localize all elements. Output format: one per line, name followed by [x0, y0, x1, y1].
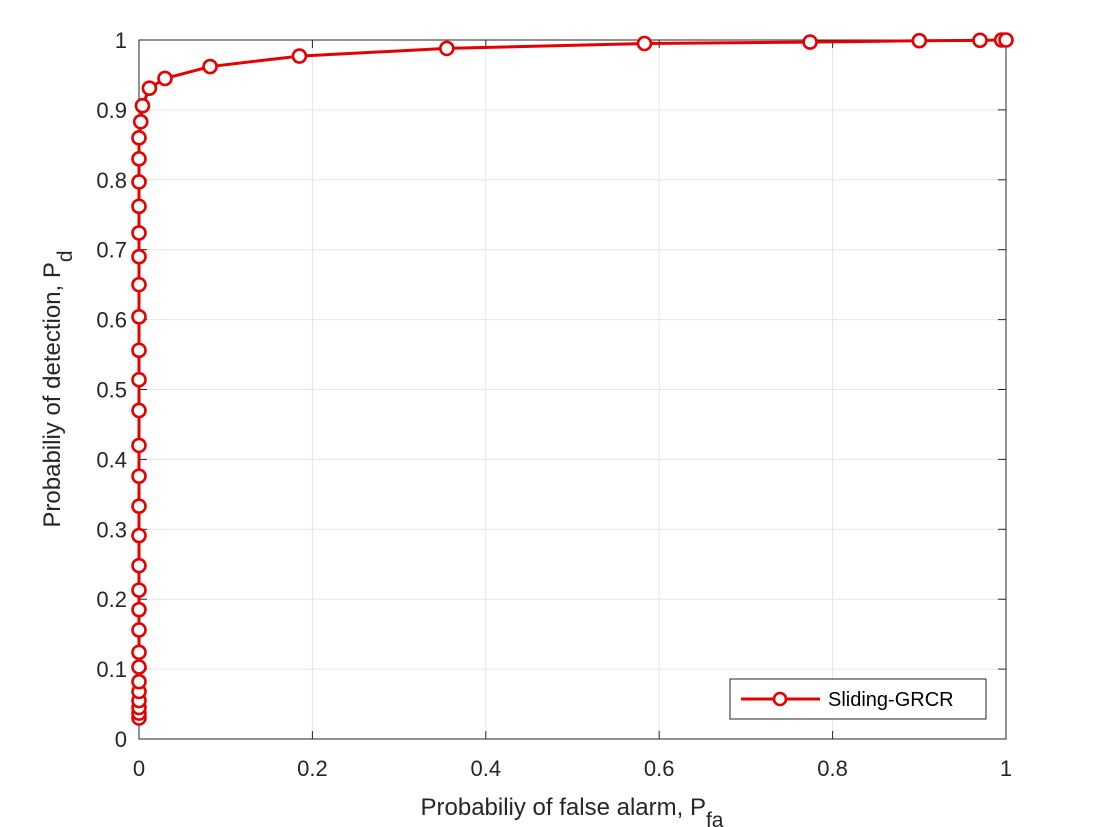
data-point-marker: [131, 309, 147, 325]
data-point-marker: [131, 174, 147, 190]
y-tick-label: 0.1: [96, 657, 127, 682]
y-tick-label: 0.2: [96, 587, 127, 612]
y-tick-label: 0.7: [96, 238, 127, 263]
data-point-marker: [131, 225, 147, 241]
x-tick-label: 0.6: [644, 756, 675, 781]
x-tick-label: 1: [1000, 756, 1012, 781]
data-point-marker: [802, 34, 818, 50]
data-point-marker: [291, 48, 308, 64]
y-tick-label: 0.6: [96, 308, 127, 333]
y-tick-label: 0.4: [96, 447, 127, 472]
data-point-marker: [131, 527, 147, 544]
y-tick-label: 0.9: [96, 98, 127, 123]
data-point-marker: [131, 659, 147, 675]
x-tick-label: 0: [133, 756, 145, 781]
data-point-marker: [438, 40, 455, 57]
data-point-marker: [202, 58, 218, 75]
y-tick-label: 0: [115, 727, 127, 752]
data-point-marker: [972, 32, 988, 49]
data-point-marker: [131, 342, 147, 359]
data-point-marker: [636, 35, 653, 52]
data-point-marker: [131, 151, 147, 167]
data-point-marker: [131, 371, 147, 388]
y-tick-label: 0.8: [96, 168, 127, 193]
data-point-marker: [131, 248, 147, 265]
y-axis-label: Probabiliy of detection, Pd: [39, 250, 77, 527]
legend-box: [729, 678, 987, 720]
data-point-marker: [131, 276, 147, 293]
x-axis-label-subscript: fa: [706, 809, 724, 827]
y-tick-label: 0.5: [96, 378, 127, 403]
y-tick-labels: 0 0.1 0.2 0.3 0.4 0.5 0.6 0.7 0.8 0.9 1: [96, 28, 127, 752]
x-tick-label: 0.8: [817, 756, 848, 781]
series-layer: [131, 32, 1014, 726]
data-point-marker: [131, 498, 147, 515]
legend-label: Sliding-GRCR: [828, 689, 954, 711]
data-point-marker: [131, 673, 147, 690]
data-point-marker: [141, 80, 158, 97]
x-tick-label: 0.2: [297, 756, 328, 781]
data-point-marker: [131, 557, 147, 574]
grid-lines: [138, 39, 1007, 740]
data-point-marker: [998, 32, 1014, 48]
y-tick-label: 1: [115, 28, 127, 53]
data-point-marker: [132, 113, 149, 130]
x-tick-labels: 0 0.2 0.4 0.6 0.8 1: [133, 756, 1012, 781]
data-point-marker: [131, 437, 147, 454]
data-point-marker: [131, 198, 147, 215]
data-point-marker: [131, 622, 147, 638]
data-point-marker: [911, 32, 928, 49]
legend-marker: [772, 691, 788, 707]
data-point-marker: [131, 402, 147, 419]
data-point-marker: [131, 130, 147, 146]
legend: Sliding-GRCR: [729, 678, 987, 720]
data-point-marker: [131, 468, 147, 484]
x-tick-label: 0.4: [471, 756, 502, 781]
data-point-marker: [134, 97, 151, 114]
data-point-marker: [131, 582, 147, 598]
data-point-marker: [131, 601, 147, 618]
y-axis-label-subscript: d: [54, 250, 77, 262]
data-point-marker: [157, 70, 173, 87]
data-point-marker: [131, 644, 147, 661]
y-tick-label: 0.3: [96, 517, 127, 542]
x-axis-label: Probabiliy of false alarm, Pfa: [421, 794, 724, 827]
